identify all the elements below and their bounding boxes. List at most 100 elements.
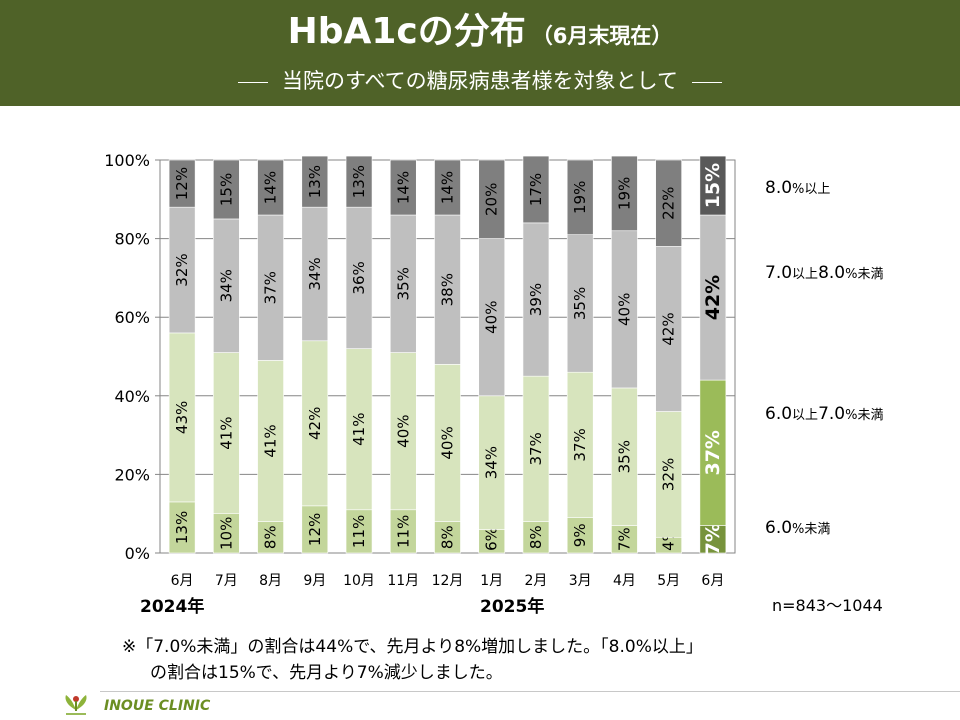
bar-segment [389, 214, 417, 353]
y-tick-label: 0% [125, 544, 150, 563]
data-label: 17% [527, 173, 545, 206]
note-text: ※「7.0%未満」の割合は44%で、先月より8%増加しました。「8.0%以上」 … [122, 634, 703, 686]
bar-segment [699, 214, 727, 381]
data-label: 36% [350, 261, 368, 294]
bar-segment [389, 159, 417, 216]
page-title: HbA1cの分布 （6月末現在） [0, 8, 960, 60]
data-label: 7% [702, 523, 724, 555]
data-label: 42% [306, 407, 324, 440]
x-tick-label: 4月 [613, 573, 636, 589]
bar-segment [478, 238, 506, 397]
subtitle-text: 当院のすべての糖尿病患者様を対象として [281, 69, 679, 93]
subtitle-dash-left [237, 81, 268, 83]
data-label: 40% [439, 426, 457, 459]
bar-segment [478, 395, 506, 530]
bar-segment [655, 411, 682, 538]
x-tick-label: 2月 [525, 573, 548, 589]
data-label: 15% [702, 163, 724, 208]
data-label: 34% [483, 446, 501, 479]
bar-segment [168, 159, 196, 208]
x-tick-label: 8月 [259, 573, 282, 589]
x-tick-label: 11月 [387, 573, 419, 589]
bar-segment [655, 246, 682, 412]
data-label: 8% [527, 525, 545, 549]
data-label: 13% [306, 165, 324, 198]
legend-item-8-over: 8.0%以上 [765, 178, 831, 198]
bar-segment [213, 513, 240, 554]
data-label: 32% [660, 458, 678, 491]
data-label: 34% [217, 269, 235, 302]
bar-segment [213, 218, 240, 353]
x-tick-label: 5月 [657, 573, 680, 589]
year-label-2025: 2025年 [480, 597, 545, 617]
data-label: 11% [394, 515, 412, 548]
data-label: 41% [217, 416, 235, 449]
data-label: 42% [702, 275, 724, 320]
year-label-2024: 2024年 [140, 597, 205, 617]
data-label: 41% [262, 424, 280, 457]
legend-item-7-8: 7.0以上8.0%未満 [765, 263, 884, 283]
data-label: 13% [173, 511, 191, 544]
x-tick-label: 6月 [171, 573, 194, 589]
data-label: 35% [615, 440, 633, 473]
bar-segment [301, 505, 329, 554]
legend-item-6-under: 6.0%未満 [765, 518, 831, 538]
data-label: 40% [483, 301, 501, 334]
data-label: 34% [306, 257, 324, 290]
data-label: 43% [173, 401, 191, 434]
data-label: 12% [306, 513, 324, 546]
x-tick-label: 9月 [303, 573, 326, 589]
subtitle-dash-right [692, 81, 723, 83]
data-label: 8% [439, 525, 457, 549]
legend-item-6-7: 6.0以上7.0%未満 [765, 404, 884, 424]
x-tick-label: 3月 [569, 573, 592, 589]
bar-segment [522, 521, 550, 554]
page-subtitle: 当院のすべての糖尿病患者様を対象として [0, 66, 960, 96]
data-label: 39% [527, 283, 545, 316]
bar-segment [566, 159, 594, 235]
bar-segment [257, 521, 284, 554]
bar-segment [611, 387, 638, 526]
bar-segment [434, 159, 461, 216]
data-label: 14% [439, 171, 457, 204]
bar-segment [434, 364, 461, 522]
bar-segment [213, 159, 240, 220]
sample-size-label: n=843～1044 [772, 596, 883, 615]
bar-segment [522, 222, 550, 377]
data-label: 37% [262, 271, 280, 304]
x-tick-label: 1月 [480, 573, 503, 589]
bar-segment [389, 352, 417, 511]
y-tick-label: 100% [104, 151, 150, 170]
data-label: 11% [350, 515, 368, 548]
data-label: 14% [262, 171, 280, 204]
bar-segment [611, 230, 638, 389]
y-tick-label: 20% [114, 465, 150, 484]
data-label: 40% [615, 293, 633, 326]
data-label: 38% [439, 273, 457, 306]
footer-divider [100, 691, 960, 692]
data-label: 35% [394, 267, 412, 300]
bar-segment [699, 155, 727, 216]
note-line-1: ※「7.0%未満」の割合は44%で、先月より8%増加しました。「8.0%以上」 [122, 637, 703, 657]
bar-segment [168, 206, 196, 334]
data-label: 10% [217, 517, 235, 550]
y-tick-label: 80% [114, 230, 150, 249]
data-label: 37% [702, 430, 724, 475]
bar-segment [434, 214, 461, 365]
data-label: 35% [571, 287, 589, 320]
bar-segment [699, 525, 727, 554]
bar-segment [301, 206, 329, 342]
bar-segment [345, 206, 373, 349]
x-tick-label: 7月 [215, 573, 238, 589]
data-label: 13% [350, 165, 368, 198]
data-label: 14% [394, 171, 412, 204]
clinic-name: INOUE CLINIC [104, 698, 211, 714]
header-band [0, 0, 960, 106]
y-tick-label: 60% [114, 308, 150, 327]
data-label: 42% [660, 312, 678, 345]
data-label: 8% [262, 525, 280, 549]
bar-segment [566, 371, 594, 518]
bar-segment [434, 521, 461, 554]
bar-segment [522, 155, 550, 224]
